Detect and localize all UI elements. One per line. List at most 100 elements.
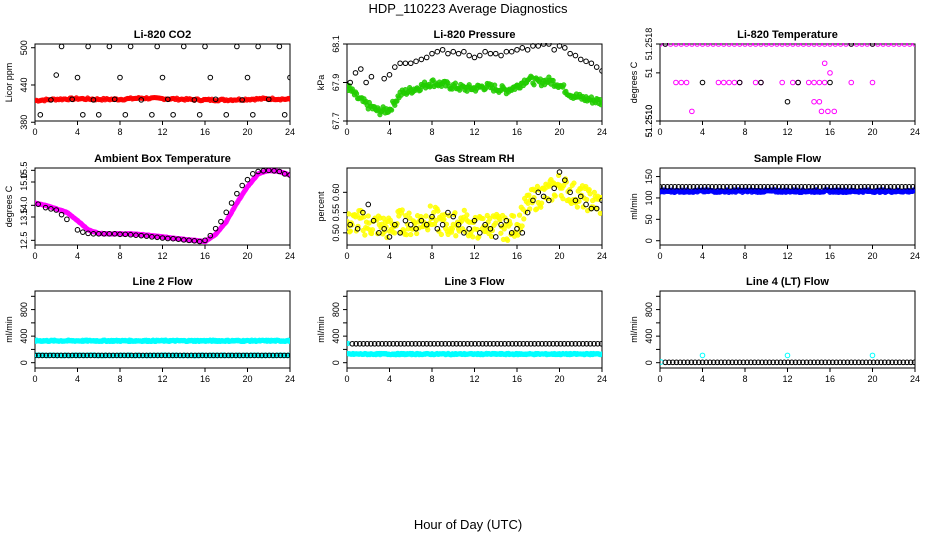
data-point: [574, 204, 580, 210]
x-tick-label: 8: [742, 374, 747, 384]
data-point: [449, 340, 456, 347]
x-tick-label: 0: [344, 251, 349, 261]
data-point: [715, 79, 722, 86]
chart-title: Line 4 (LT) Flow: [746, 276, 829, 288]
data-point: [521, 216, 527, 222]
data-point: [531, 82, 537, 88]
data-point: [524, 46, 531, 53]
data-point: [750, 184, 756, 190]
x-tick-label: 20: [242, 374, 252, 384]
data-point: [138, 97, 145, 103]
x-tick-label: 16: [825, 127, 835, 137]
data-point: [468, 340, 475, 347]
data-point: [358, 66, 364, 72]
data-point: [906, 184, 912, 190]
data-point: [597, 210, 602, 216]
data-point: [768, 43, 775, 47]
data-point: [848, 43, 855, 47]
x-tick-label: 0: [32, 374, 37, 384]
data-point: [848, 79, 855, 86]
data-point: [407, 221, 414, 228]
data-point: [519, 45, 526, 51]
data-point: [863, 359, 869, 366]
y-tick-label: 0: [644, 360, 654, 365]
data-point: [811, 359, 817, 366]
data-point: [505, 340, 512, 347]
data-point: [683, 43, 690, 47]
data-point: [276, 168, 283, 175]
data-point: [546, 197, 552, 204]
data-point: [386, 234, 393, 240]
y-axis-label: ml/min: [629, 316, 639, 343]
data-point: [80, 352, 87, 359]
data-point: [843, 184, 849, 190]
data-point: [392, 64, 398, 70]
data-point: [869, 184, 875, 190]
data-point: [884, 184, 890, 190]
data-point: [439, 46, 446, 53]
data-point: [821, 60, 828, 67]
data-point: [509, 340, 516, 347]
data-point: [470, 234, 476, 240]
x-tick-label: 8: [742, 251, 747, 261]
data-point: [353, 91, 360, 97]
y-axis-label: Licor ppm: [4, 63, 14, 103]
data-point: [453, 340, 460, 347]
data-point: [755, 359, 762, 366]
data-point: [519, 223, 525, 229]
data-point: [583, 184, 589, 190]
data-point: [727, 184, 734, 190]
y-tick-label: 800: [19, 302, 29, 317]
data-point: [382, 340, 389, 347]
data-point: [896, 359, 903, 366]
data-point: [672, 184, 678, 190]
data-point: [561, 182, 567, 189]
data-point: [409, 340, 415, 347]
data-point: [90, 97, 97, 103]
data-point: [461, 207, 467, 213]
data-point: [865, 184, 872, 190]
data-point: [705, 43, 711, 47]
series-black: [347, 43, 602, 86]
data-point: [666, 359, 672, 366]
data-point: [736, 359, 743, 366]
y-tick-label: 67.7: [331, 112, 341, 130]
series-black: [35, 352, 290, 359]
data-point: [95, 111, 102, 118]
data-point: [175, 236, 182, 242]
data-point: [572, 340, 579, 347]
x-tick-label: 12: [469, 374, 479, 384]
data-point: [577, 193, 584, 200]
data-point: [390, 340, 397, 347]
data-point: [792, 359, 799, 366]
data-point: [149, 111, 155, 118]
data-point: [287, 74, 290, 81]
data-point: [234, 43, 240, 50]
data-point: [686, 184, 693, 190]
data-point: [796, 359, 802, 366]
data-point: [392, 221, 398, 228]
data-point: [784, 352, 791, 359]
chart-title: Li-820 Temperature: [737, 29, 838, 41]
data-point: [106, 352, 113, 359]
data-point: [690, 184, 697, 190]
data-point: [660, 43, 663, 47]
data-point: [898, 184, 905, 190]
data-point: [816, 98, 823, 105]
data-point: [365, 201, 372, 208]
y-tick-label: 500: [19, 40, 29, 55]
data-point: [552, 193, 558, 199]
x-tick-label: 12: [782, 251, 792, 261]
data-point: [43, 352, 49, 359]
x-tick-label: 12: [469, 127, 479, 137]
data-point: [102, 352, 109, 359]
data-point: [848, 359, 855, 366]
data-point: [514, 225, 520, 232]
y-tick-label: 800: [331, 302, 341, 317]
data-point: [381, 75, 387, 82]
data-point: [837, 43, 844, 47]
data-point: [594, 340, 601, 347]
data-point: [742, 43, 748, 47]
data-point: [779, 43, 785, 47]
